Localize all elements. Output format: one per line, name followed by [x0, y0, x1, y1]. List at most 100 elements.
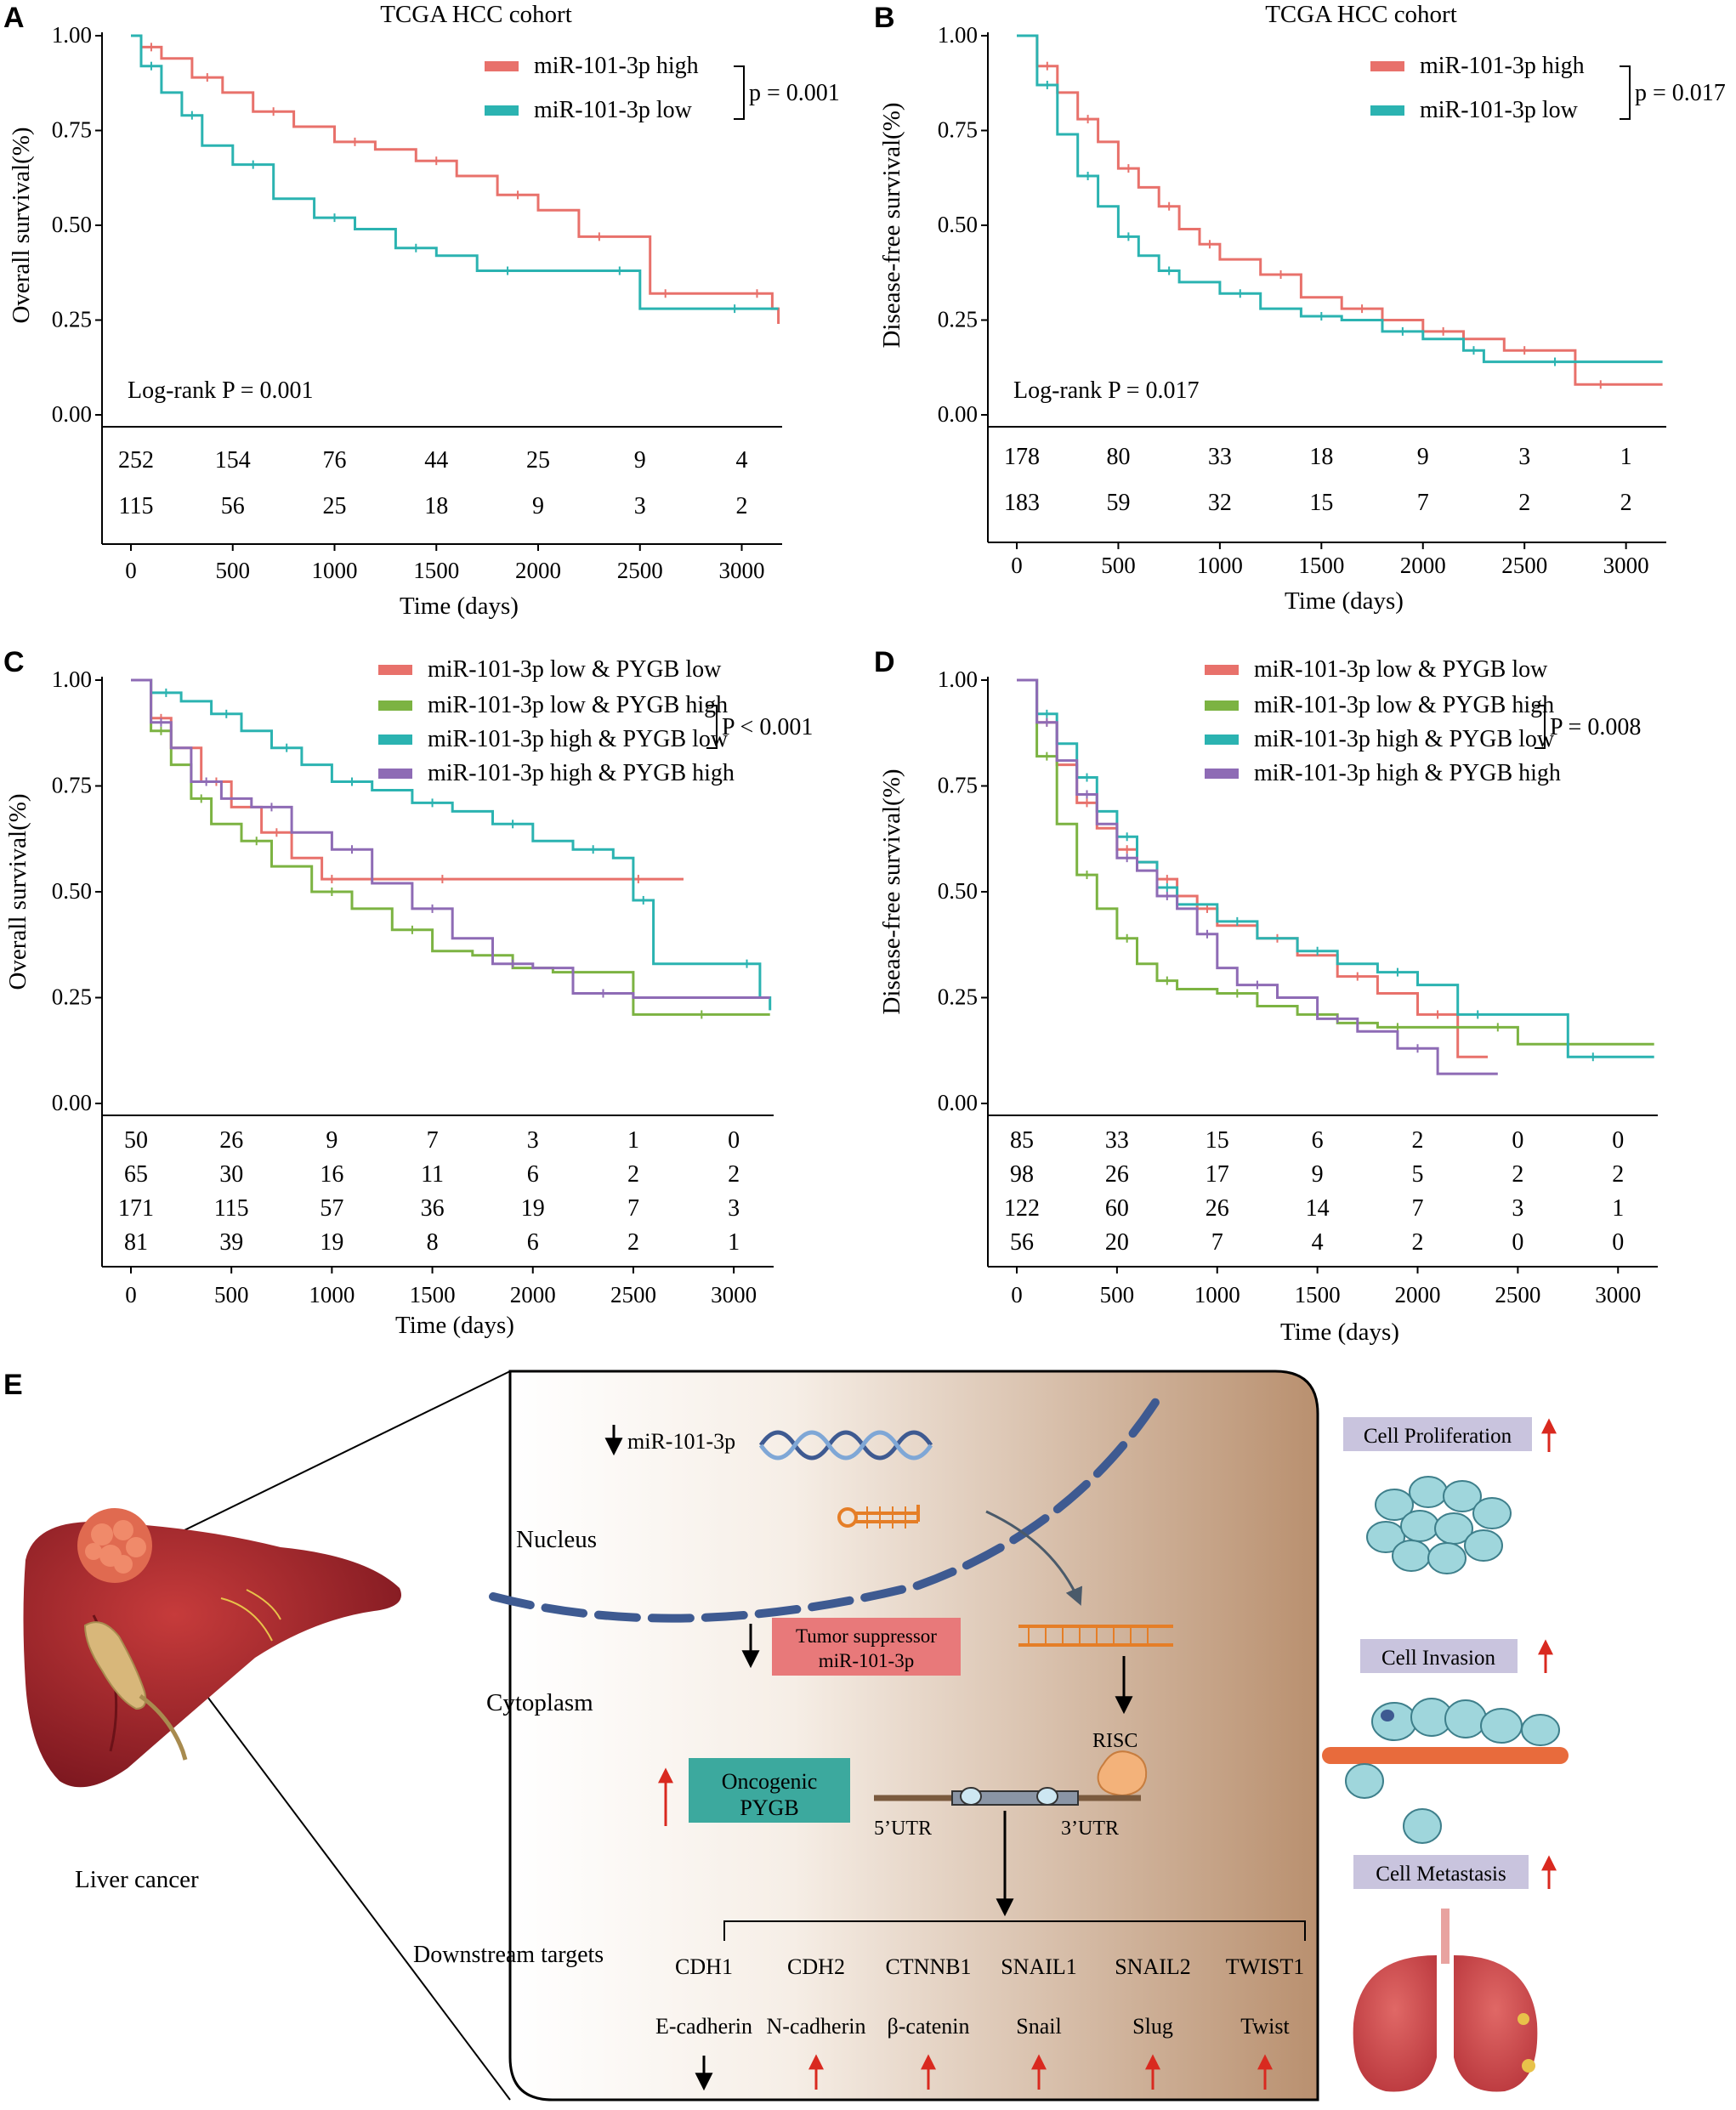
pvalue-bracket: [1535, 705, 1546, 749]
km-chart-b: 0.00 0.25 0.50 0.75 1.00 0 500 1000 1500 2000 2500…: [878, 1, 1726, 615]
risk-table-cell: 30: [219, 1161, 243, 1188]
pygb-label: PYGB: [740, 1795, 798, 1820]
risk-table-cell: 2: [736, 493, 748, 519]
x-axis-label: Time (days): [1280, 1319, 1399, 1346]
targets-bracket: [723, 1920, 1306, 1941]
legend-label-0: miR-101-3p low & PYGB low: [428, 656, 722, 683]
utr5-label: 5’UTR: [874, 1818, 932, 1840]
x-tick-label: 0: [125, 558, 137, 583]
x-tick-label: 2500: [617, 558, 663, 583]
mir-label: miR-101-3p: [627, 1429, 735, 1454]
nucleus-label: Nucleus: [516, 1526, 597, 1553]
tumor-suppressor-mir-label: miR-101-3p: [819, 1650, 914, 1671]
x-tick-label: 1000: [312, 558, 358, 583]
legend-swatch-2: [378, 735, 412, 745]
y-tick-label: 1.00: [938, 666, 978, 692]
risk-table-cell: 9: [634, 447, 646, 474]
series-line-0: [1017, 34, 1663, 386]
x-axis-label: Time (days): [395, 1312, 514, 1339]
risk-table-cell: 19: [521, 1195, 545, 1222]
risk-table-cell: 0: [1512, 1229, 1523, 1256]
risk-table-cell: 2: [1412, 1127, 1424, 1154]
invasion-cells-icon: [1322, 1698, 1569, 1844]
dna-helix-icon: [758, 1430, 933, 1461]
panel-label-b: B: [874, 2, 895, 34]
risk-table-cell: 19: [320, 1229, 343, 1256]
zoom-line-top: [152, 1370, 511, 1546]
liver-illustration: Liver cancer: [23, 1508, 401, 1893]
chart-title: TCGA HCC cohort: [1265, 1, 1457, 28]
legend-label-0: miR-101-3p low & PYGB low: [1254, 656, 1548, 683]
risk-table-cell: 7: [1211, 1229, 1223, 1256]
y-axis-label: Disease-free survival(%): [878, 769, 905, 1014]
legend-label-1: miR-101-3p low & PYGB high: [428, 692, 728, 718]
risk-table-cell: 171: [118, 1195, 154, 1222]
series-line-3: [1017, 678, 1498, 1075]
x-tick-label: 500: [1101, 553, 1136, 578]
risk-table-cell: 0: [1612, 1229, 1624, 1256]
risk-table-cell: 60: [1105, 1195, 1129, 1222]
legend-label-1: miR-101-3p low: [534, 97, 693, 123]
risk-table-cell: 98: [1010, 1161, 1034, 1188]
x-tick-label: 2000: [1400, 553, 1446, 578]
y-tick-label: 0.25: [52, 307, 92, 332]
risk-table-cell: 20: [1105, 1229, 1129, 1256]
nuclear-membrane: [489, 1397, 1160, 1623]
y-tick-label: 0.50: [938, 878, 978, 904]
x-tick-label: 2500: [1495, 1282, 1540, 1307]
gene-label-snail1: SNAIL1: [1001, 1954, 1077, 1979]
outcome-box-proliferation: [1343, 1417, 1532, 1451]
risk-table-cell: 56: [1010, 1229, 1034, 1256]
mechanism-diagram: Liver cancer Nucleus Cytoplasm miR-101-3…: [23, 1370, 1319, 2101]
risk-table-cell: 178: [1004, 444, 1040, 470]
x-tick-label: 1500: [413, 558, 459, 583]
risk-table-cell: 81: [124, 1229, 148, 1256]
risk-table-cell: 1: [1620, 444, 1632, 470]
y-tick-label: 1.00: [52, 666, 92, 692]
y-tick-label: 0.75: [52, 773, 92, 798]
risk-table-cell: 26: [219, 1127, 243, 1154]
series-line-0: [131, 34, 780, 324]
panel-label-d: D: [874, 646, 895, 678]
x-tick-label: 0: [1011, 553, 1023, 578]
risk-table-cell: 2: [1518, 490, 1530, 516]
targets-row: CDH1 E-cadherin CDH2 N-cadherin CTNNB1 β-cate…: [655, 1954, 1304, 2091]
cytoplasm-label: Cytoplasm: [486, 1689, 593, 1716]
legend-label-2: miR-101-3p high & PYGB low: [428, 726, 729, 752]
y-tick-label: 0.00: [52, 1090, 92, 1115]
risk-table-cell: 16: [320, 1161, 343, 1188]
risk-table-cell: 4: [1312, 1229, 1324, 1256]
export-arrow: [985, 1510, 1083, 1606]
risk-table-cell: 3: [728, 1195, 740, 1222]
risk-table-cell: 6: [527, 1161, 539, 1188]
tumor-suppressor-label: Tumor suppressor: [796, 1625, 937, 1647]
risk-table-cell: 4: [736, 447, 748, 474]
pre-mirna-hairpin-icon: [837, 1505, 920, 1529]
risk-table-cell: 6: [527, 1229, 539, 1256]
panel-label-a: A: [3, 2, 25, 34]
risk-table-cell: 18: [1309, 444, 1333, 470]
x-tick-label: 500: [214, 1282, 249, 1307]
liver-cancer-label: Liver cancer: [75, 1866, 199, 1893]
legend-label-1: miR-101-3p low & PYGB high: [1254, 692, 1554, 718]
pvalue-bracket: [734, 65, 745, 120]
x-tick-label: 1000: [1197, 553, 1243, 578]
risk-table-cell: 9: [1417, 444, 1429, 470]
risk-table-cell: 56: [221, 493, 245, 519]
mirna-duplex-icon: [1018, 1625, 1173, 1647]
risk-table-cell: 85: [1010, 1127, 1034, 1154]
risk-table-cell: 154: [215, 447, 251, 474]
x-axis-label: Time (days): [400, 593, 519, 620]
protein-label-1: N-cadherin: [767, 2014, 866, 2039]
risk-table-cell: 2: [1620, 490, 1632, 516]
gene-label-cdh1: CDH1: [675, 1954, 733, 1979]
x-tick-label: 1500: [410, 1282, 456, 1307]
gene-label-snail2: SNAIL2: [1115, 1954, 1191, 1979]
legend-pvalue: P = 0.008: [1550, 714, 1641, 740]
risk-table-cell: 8: [427, 1229, 439, 1256]
y-tick-label: 1.00: [52, 22, 92, 48]
legend-swatch-1: [485, 105, 519, 116]
pvalue-bracket: [706, 705, 718, 749]
y-tick-label: 0.75: [52, 117, 92, 143]
